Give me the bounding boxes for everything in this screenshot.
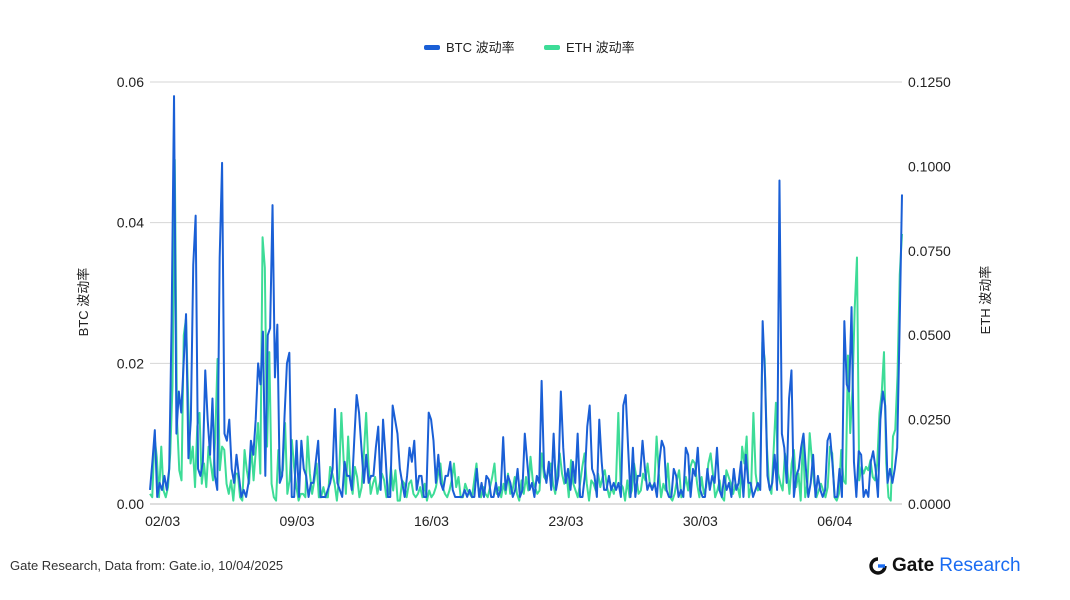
brand-suffix: Research <box>939 555 1021 576</box>
x-tick-label: 30/03 <box>683 513 718 529</box>
left-tick-label: 0.06 <box>117 74 144 90</box>
left-axis-title: BTC 波动率 <box>76 268 91 337</box>
right-tick-label: 0.1000 <box>908 158 951 174</box>
right-tick-label: 0.0500 <box>908 327 951 343</box>
left-tick-label: 0.02 <box>117 355 144 371</box>
x-tick-label: 23/03 <box>548 513 583 529</box>
right-tick-label: 0.1250 <box>908 74 951 90</box>
right-y-axis: 0.0000 0.0250 0.0500 0.0750 0.1000 0.1250 <box>908 74 951 512</box>
brand-logo: Gate Research <box>868 555 1021 577</box>
x-tick-label: 09/03 <box>280 513 315 529</box>
legend-eth-swatch <box>544 45 560 50</box>
legend: BTC 波动率 ETH 波动率 <box>424 40 635 55</box>
right-tick-label: 0.0750 <box>908 243 951 259</box>
legend-eth-label: ETH 波动率 <box>566 40 635 55</box>
volatility-chart: 0.00 0.02 0.04 0.06 0.0000 0.0250 0.0500 0.075… <box>76 40 993 529</box>
brand-name: Gate <box>892 555 935 576</box>
right-tick-label: 0.0250 <box>908 412 951 428</box>
right-axis-title: ETH 波动率 <box>978 266 993 335</box>
btc-volatility-line <box>149 95 903 498</box>
x-tick-label: 16/03 <box>414 513 449 529</box>
legend-btc-label: BTC 波动率 <box>446 40 515 55</box>
x-axis: 02/03 09/03 16/03 23/03 30/03 06/04 <box>145 513 852 529</box>
gate-logo-icon <box>869 557 887 575</box>
legend-btc-swatch <box>424 45 440 50</box>
series-lines <box>149 95 903 502</box>
source-note: Gate Research, Data from: Gate.io, 10/04… <box>10 558 284 573</box>
x-tick-label: 02/03 <box>145 513 180 529</box>
right-tick-label: 0.0000 <box>908 496 951 512</box>
left-y-axis: 0.00 0.02 0.04 0.06 <box>117 74 144 512</box>
left-tick-label: 0.00 <box>117 496 144 512</box>
left-tick-label: 0.04 <box>117 215 144 231</box>
x-tick-label: 06/04 <box>817 513 852 529</box>
